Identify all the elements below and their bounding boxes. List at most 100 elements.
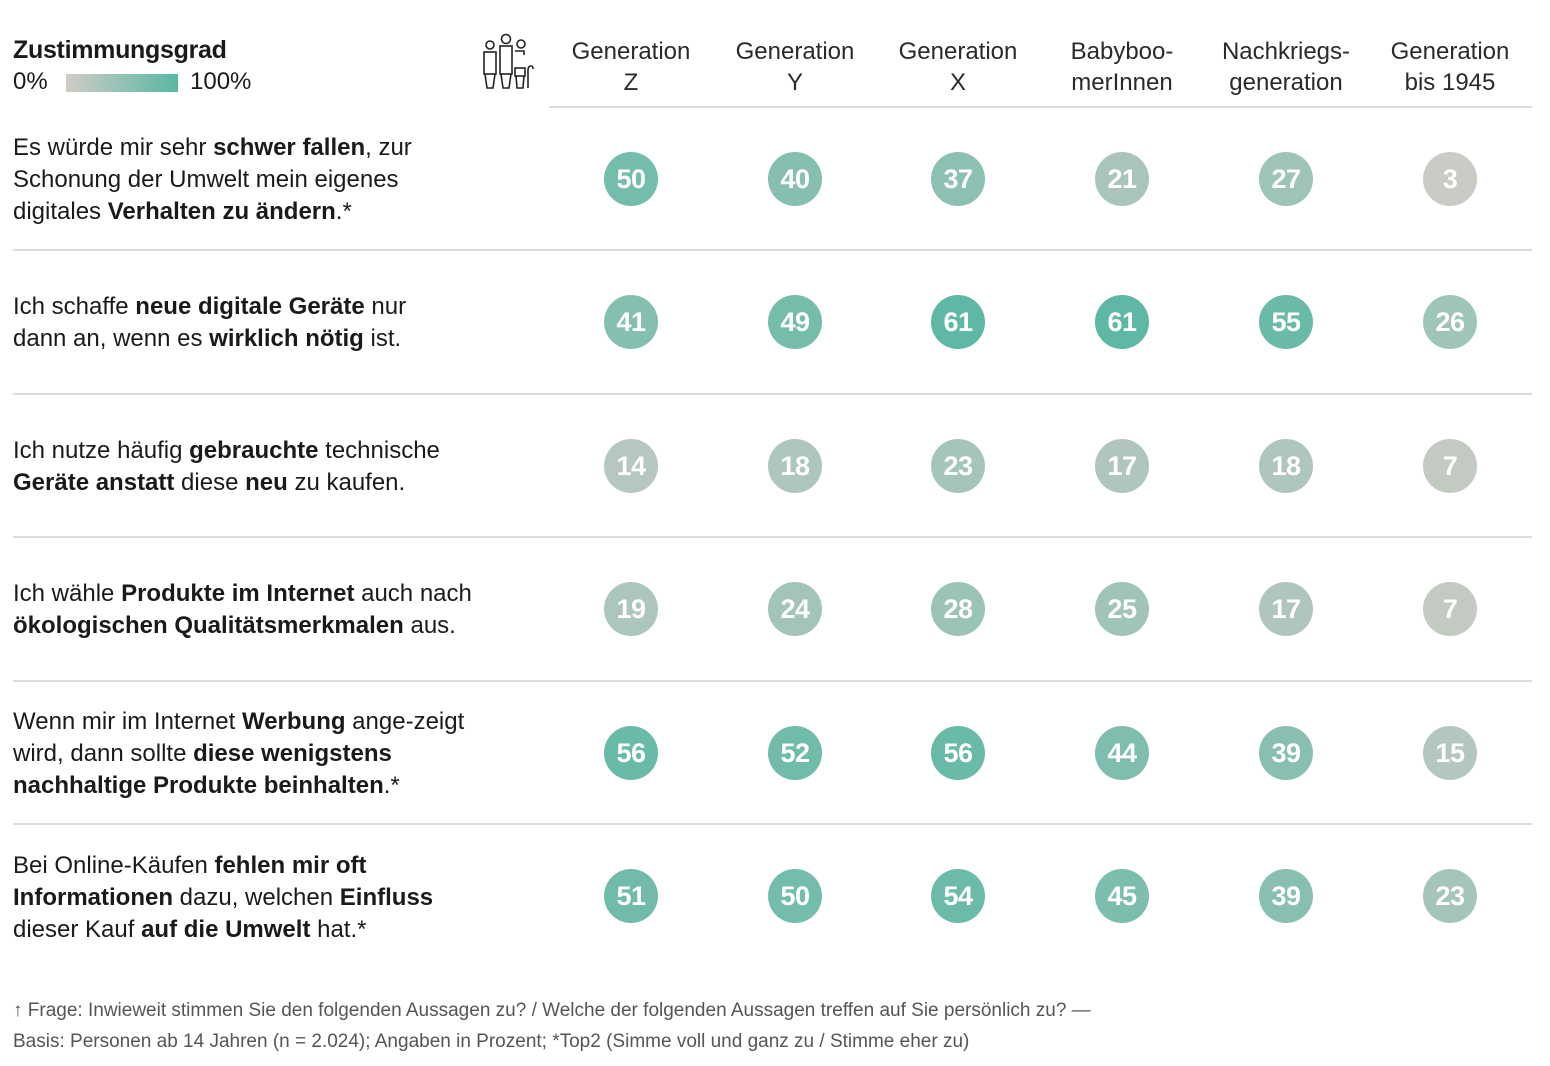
value-bubble: 23 bbox=[931, 439, 985, 493]
row-label-text: hat.* bbox=[310, 916, 367, 943]
column-header-line2: Y bbox=[786, 69, 803, 96]
value-bubble: 28 bbox=[931, 582, 985, 636]
column-header-line2: merInnen bbox=[1071, 69, 1173, 96]
value-bubble: 21 bbox=[1095, 152, 1149, 206]
value-bubble: 52 bbox=[768, 726, 822, 780]
row-label: Ich nutze häufig gebrauchte technische G… bbox=[13, 435, 483, 499]
row-divider bbox=[13, 536, 1532, 538]
column-header: Generation Y bbox=[715, 36, 875, 98]
row-label-text: , zur Schonung der Umwelt mein eigenes d… bbox=[13, 134, 412, 225]
value-bubble: 61 bbox=[1095, 295, 1149, 349]
column-header-line2: Z bbox=[623, 69, 639, 96]
row-label-emphasis: neu bbox=[245, 469, 288, 496]
value-bubble: 44 bbox=[1095, 726, 1149, 780]
people-generations-icon bbox=[483, 33, 534, 89]
row-label-text: .* bbox=[335, 198, 352, 225]
row-label-text: technische bbox=[318, 437, 440, 464]
value-bubble: 55 bbox=[1259, 295, 1313, 349]
row-label-text: .* bbox=[383, 772, 400, 799]
row-label: Es würde mir sehr schwer fallen, zur Sch… bbox=[13, 132, 453, 228]
row-label-text: diese bbox=[174, 469, 246, 496]
row-divider bbox=[13, 393, 1532, 395]
row-label-emphasis: fehlen mir oft Informationen bbox=[13, 852, 367, 911]
value-bubble: 56 bbox=[604, 726, 658, 780]
column-header: Nachkriegs-generation bbox=[1206, 36, 1366, 98]
value-bubble: 7 bbox=[1423, 582, 1477, 636]
row-label-emphasis: Verhalten zu ändern bbox=[107, 198, 336, 225]
row-label-text: ist. bbox=[363, 325, 402, 352]
value-bubble: 18 bbox=[768, 439, 822, 493]
row-label-emphasis: diese wenigstens nachhaltige Produkte be… bbox=[13, 740, 392, 799]
column-header-line1: Generation bbox=[735, 38, 855, 65]
column-header-line2: generation bbox=[1229, 69, 1343, 96]
row-label-emphasis: gebrauchte bbox=[189, 437, 319, 464]
row-label-text: dieser Kauf bbox=[13, 916, 142, 943]
value-bubble: 50 bbox=[604, 152, 658, 206]
value-bubble: 50 bbox=[768, 869, 822, 923]
row-label-emphasis: Einfluss bbox=[339, 884, 434, 911]
row-label-text: Ich schaffe bbox=[13, 293, 136, 320]
value-bubble: 17 bbox=[1259, 582, 1313, 636]
row-label: Bei Online-Käufen fehlen mir oft Informa… bbox=[13, 850, 473, 946]
row-divider bbox=[13, 680, 1532, 682]
value-bubble: 25 bbox=[1095, 582, 1149, 636]
row-label-text: zu kaufen. bbox=[287, 469, 406, 496]
value-bubble: 17 bbox=[1095, 439, 1149, 493]
value-bubble: 45 bbox=[1095, 869, 1149, 923]
column-header-line1: Generation bbox=[1390, 38, 1510, 65]
legend-title: Zustimmungsgrad bbox=[13, 36, 227, 64]
value-bubble: 39 bbox=[1259, 726, 1313, 780]
value-bubble: 18 bbox=[1259, 439, 1313, 493]
value-bubble: 15 bbox=[1423, 726, 1477, 780]
header-divider bbox=[549, 106, 1532, 108]
row-label-emphasis: Werbung bbox=[241, 708, 346, 735]
value-bubble: 49 bbox=[768, 295, 822, 349]
value-bubble: 41 bbox=[604, 295, 658, 349]
value-bubble: 26 bbox=[1423, 295, 1477, 349]
column-header-line1: Babyboo- bbox=[1070, 38, 1174, 65]
row-label-emphasis: wirklich nötig bbox=[209, 325, 364, 352]
row-label-emphasis: neue digitale Geräte bbox=[135, 293, 365, 320]
value-bubble: 7 bbox=[1423, 439, 1477, 493]
legend-min-label: 0% bbox=[13, 68, 48, 95]
row-label-text: Es würde mir sehr bbox=[13, 134, 214, 161]
row-label-text: Ich nutze häufig bbox=[13, 437, 190, 464]
value-bubble: 3 bbox=[1423, 152, 1477, 206]
value-bubble: 23 bbox=[1423, 869, 1477, 923]
row-label-emphasis: auf die Umwelt bbox=[141, 916, 311, 943]
column-header: Generation bis 1945 bbox=[1370, 36, 1530, 98]
footnote-basis: Basis: Personen ab 14 Jahren (n = 2.024)… bbox=[13, 1031, 970, 1052]
value-bubble: 27 bbox=[1259, 152, 1313, 206]
value-bubble: 39 bbox=[1259, 869, 1313, 923]
row-label-emphasis: schwer fallen bbox=[213, 134, 366, 161]
column-header-line1: Nachkriegs- bbox=[1221, 38, 1351, 65]
value-bubble: 40 bbox=[768, 152, 822, 206]
column-header-line2: bis 1945 bbox=[1404, 69, 1496, 96]
row-divider bbox=[13, 249, 1532, 251]
value-bubble: 37 bbox=[931, 152, 985, 206]
value-bubble: 51 bbox=[604, 869, 658, 923]
row-label-text: Ich wähle bbox=[13, 580, 122, 607]
column-header: Generation X bbox=[878, 36, 1038, 98]
value-bubble: 24 bbox=[768, 582, 822, 636]
row-label-text: dazu, welchen bbox=[173, 884, 340, 911]
row-label: Wenn mir im Internet Werbung ange-zeigt … bbox=[13, 706, 493, 802]
row-label-emphasis: Produkte im Internet bbox=[121, 580, 355, 607]
value-bubble: 54 bbox=[931, 869, 985, 923]
value-bubble: 56 bbox=[931, 726, 985, 780]
column-header-line2: X bbox=[949, 69, 966, 96]
row-divider bbox=[13, 823, 1532, 825]
row-label-emphasis: Geräte anstatt bbox=[13, 469, 175, 496]
column-header: Generation Z bbox=[551, 36, 711, 98]
row-label-text: Wenn mir im Internet bbox=[13, 708, 242, 735]
row-label: Ich schaffe neue digitale Geräte nur dan… bbox=[13, 291, 453, 355]
row-label: Ich wähle Produkte im Internet auch nach… bbox=[13, 578, 493, 642]
footnote-question: ↑ Frage: Inwieweit stimmen Sie den folge… bbox=[13, 1000, 1091, 1021]
row-label-text: Bei Online-Käufen bbox=[13, 852, 215, 879]
row-label-text: aus. bbox=[403, 612, 456, 639]
legend-max-label: 100% bbox=[190, 68, 252, 95]
row-label-text: auch nach bbox=[354, 580, 472, 607]
column-header-line1: Generation bbox=[571, 38, 691, 65]
row-label-text: ange-zeigt wird, dann sollte bbox=[13, 708, 465, 767]
legend-gradient-bar bbox=[66, 74, 178, 92]
